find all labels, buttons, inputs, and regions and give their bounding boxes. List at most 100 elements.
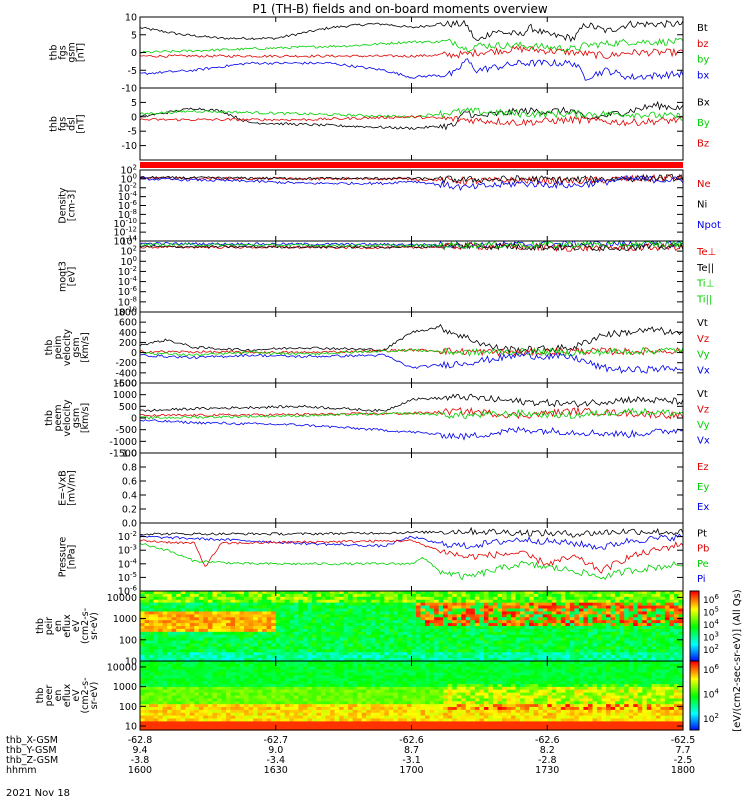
- heatmap-cell: [597, 655, 603, 659]
- heatmap-cell: [330, 608, 336, 613]
- heatmap-cell: [443, 686, 449, 691]
- heatmap-cell: [321, 709, 327, 714]
- heatmap-cell: [343, 672, 349, 676]
- heatmap-cell: [474, 593, 480, 598]
- heatmap-cell: [348, 718, 354, 722]
- heatmap-cell: [316, 605, 322, 610]
- heatmap-cell: [330, 599, 336, 604]
- heatmap-cell: [443, 593, 449, 598]
- heatmap-cell: [366, 643, 372, 648]
- heatmap-cell: [533, 611, 539, 615]
- heatmap-cell: [176, 666, 182, 671]
- heatmap-cell: [239, 617, 245, 621]
- heatmap-cell: [167, 689, 173, 694]
- heatmap-cell: [307, 646, 313, 650]
- heatmap-cell: [488, 631, 494, 636]
- heatmap-cell: [302, 643, 309, 648]
- heatmap-cell: [637, 637, 643, 642]
- heatmap-cell: [262, 596, 268, 601]
- heatmap-cell: [225, 721, 232, 725]
- heatmap-cell: [502, 658, 508, 662]
- heatmap-cell: [153, 605, 159, 610]
- heatmap-cell: [366, 637, 372, 642]
- heatmap-cell: [203, 591, 209, 595]
- heatmap-cell: [402, 698, 408, 702]
- heatmap-cell: [406, 599, 413, 604]
- heatmap-cell: [149, 672, 155, 676]
- heatmap-cell: [207, 602, 214, 607]
- heatmap-cell: [606, 620, 612, 624]
- heatmap-cell: [461, 599, 467, 604]
- heatmap-cell: [334, 692, 340, 697]
- heatmap-cell: [420, 628, 426, 633]
- heatmap-cell: [461, 655, 467, 659]
- heatmap-cell: [447, 698, 453, 702]
- heatmap-cell: [370, 669, 376, 674]
- heatmap-cell: [212, 675, 218, 679]
- heatmap-cell: [465, 715, 471, 720]
- heatmap-cell: [293, 646, 299, 650]
- heatmap-cell: [280, 628, 286, 633]
- heatmap-cell: [465, 658, 471, 662]
- heatmap-cell: [293, 620, 299, 624]
- heatmap-cell: [361, 605, 367, 610]
- heatmap-cell: [262, 692, 268, 697]
- heatmap-cell: [393, 602, 399, 607]
- heatmap-cell: [280, 684, 286, 688]
- heatmap-cell: [189, 614, 195, 618]
- heatmap-cell: [262, 655, 268, 659]
- heatmap-cell: [425, 698, 431, 702]
- heatmap-cell: [429, 602, 435, 607]
- heatmap-cell: [225, 599, 232, 604]
- heatmap-cell: [311, 666, 318, 671]
- heatmap-cell: [271, 614, 277, 618]
- heatmap-cell: [642, 643, 648, 648]
- heatmap-cell: [370, 712, 376, 717]
- heatmap-cell: [420, 658, 426, 662]
- heatmap-cell: [434, 704, 440, 708]
- heatmap-cell: [660, 614, 666, 618]
- heatmap-cell: [556, 649, 562, 653]
- heatmap-cell: [664, 599, 671, 604]
- heatmap-cell: [443, 628, 449, 633]
- heatmap-cell: [266, 599, 272, 604]
- heatmap-cell: [447, 692, 453, 697]
- heatmap-cell: [370, 704, 376, 708]
- heatmap-cell: [275, 596, 281, 601]
- heatmap-cell: [244, 684, 250, 688]
- heatmap-cell: [334, 628, 340, 633]
- heatmap-cell: [293, 617, 299, 621]
- heatmap-cell: [185, 637, 191, 642]
- heatmap-cell: [167, 596, 173, 601]
- heatmap-cell: [551, 631, 557, 636]
- heatmap-cell: [185, 686, 191, 691]
- heatmap-cell: [438, 652, 444, 656]
- heatmap-cell: [601, 617, 607, 621]
- heatmap-cell: [578, 655, 585, 659]
- heatmap-cell: [384, 602, 390, 607]
- heatmap-cell: [669, 652, 675, 656]
- heatmap-cell: [524, 617, 530, 621]
- heatmap-cell: [271, 591, 277, 595]
- heatmap-cell: [207, 628, 214, 633]
- heatmap-cell: [330, 643, 336, 648]
- heatmap-cell: [361, 721, 367, 725]
- heatmap-cell: [443, 626, 449, 630]
- heatmap-cell: [452, 649, 458, 653]
- heatmap-cell: [388, 599, 395, 604]
- heatmap-cell: [673, 646, 680, 650]
- heatmap-cell: [615, 634, 621, 639]
- heatmap-cell: [547, 614, 553, 618]
- heatmap-cell: [321, 678, 327, 682]
- heatmap-cell: [262, 620, 268, 624]
- heatmap-cell: [673, 637, 680, 642]
- heatmap-cell: [511, 643, 517, 648]
- heatmap-cell: [402, 631, 408, 636]
- heatmap-cell: [434, 628, 440, 633]
- heatmap-cell: [343, 724, 349, 728]
- heatmap-cell: [235, 617, 241, 621]
- heatmap-cell: [637, 658, 643, 662]
- heatmap-cell: [321, 599, 327, 604]
- heatmap-cell: [311, 655, 318, 659]
- heatmap-cell: [212, 640, 218, 645]
